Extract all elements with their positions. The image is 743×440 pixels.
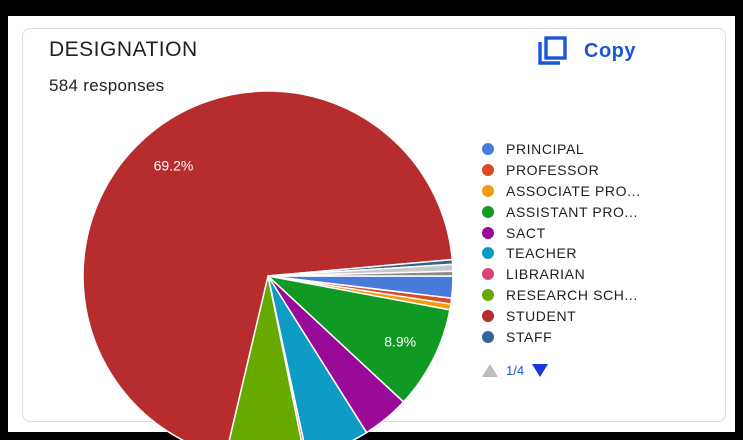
- legend-item-associate-pro[interactable]: ASSOCIATE PRO...: [482, 181, 641, 202]
- legend-swatch: [482, 143, 494, 156]
- triangle-up-icon[interactable]: [482, 364, 498, 377]
- legend-item-professor[interactable]: PROFESSOR: [482, 160, 641, 181]
- legend-item-student[interactable]: STUDENT: [482, 305, 641, 326]
- legend-item-principal[interactable]: PRINCIPAL: [482, 139, 641, 160]
- legend-swatch: [482, 288, 494, 301]
- legend-label: ASSISTANT PRO...: [506, 203, 638, 220]
- pie-slice-research-sch[interactable]: [226, 275, 305, 440]
- legend-pager: 1/4: [482, 363, 549, 378]
- legend-item-staff[interactable]: STAFF: [482, 326, 641, 347]
- legend-swatch: [482, 247, 494, 260]
- legend-label: PRINCIPAL: [506, 141, 585, 158]
- legend-page-indicator: 1/4: [506, 363, 525, 378]
- legend-label: STUDENT: [506, 307, 577, 324]
- legend-item-teacher[interactable]: TEACHER: [482, 243, 641, 264]
- legend-label: TEACHER: [506, 245, 578, 262]
- legend-swatch: [482, 226, 494, 239]
- legend-swatch: [482, 205, 494, 218]
- pie-slice-teacher[interactable]: [267, 275, 368, 440]
- legend-label: RESEARCH SCH...: [506, 286, 638, 303]
- legend-label: LIBRARIAN: [506, 266, 586, 283]
- legend-label: STAFF: [506, 328, 553, 345]
- data-label-69-2: 69.2%: [154, 158, 194, 174]
- legend-item-research-sch[interactable]: RESEARCH SCH...: [482, 285, 641, 306]
- legend-label: PROFESSOR: [506, 162, 600, 179]
- legend-label: ASSOCIATE PRO...: [506, 182, 641, 199]
- legend-item-assistant-pro[interactable]: ASSISTANT PRO...: [482, 201, 641, 222]
- pie-slice-student[interactable]: [82, 90, 454, 440]
- data-label-8-9: 8.9%: [384, 333, 416, 349]
- response-count: 584 responses: [49, 76, 165, 95]
- legend-item-sact[interactable]: SACT: [482, 222, 641, 243]
- chart-legend: PRINCIPAL PROFESSOR ASSOCIATE PRO... ASSIST…: [482, 139, 641, 347]
- legend-label: SACT: [506, 224, 546, 241]
- copy-icon: [538, 36, 567, 65]
- copy-button[interactable]: Copy: [536, 34, 636, 68]
- pie-slice-other-11[interactable]: [267, 270, 454, 277]
- copy-label: Copy: [584, 39, 636, 62]
- question-title: DESIGNATION: [49, 38, 198, 61]
- legend-swatch: [482, 164, 494, 177]
- legend-swatch: [482, 268, 494, 281]
- legend-item-librarian[interactable]: LIBRARIAN: [482, 264, 641, 285]
- legend-swatch: [482, 184, 494, 197]
- legend-swatch: [482, 330, 494, 343]
- pie-slice-assistant-pro[interactable]: [265, 274, 451, 404]
- triangle-down-icon[interactable]: [532, 364, 549, 377]
- legend-swatch: [482, 309, 494, 322]
